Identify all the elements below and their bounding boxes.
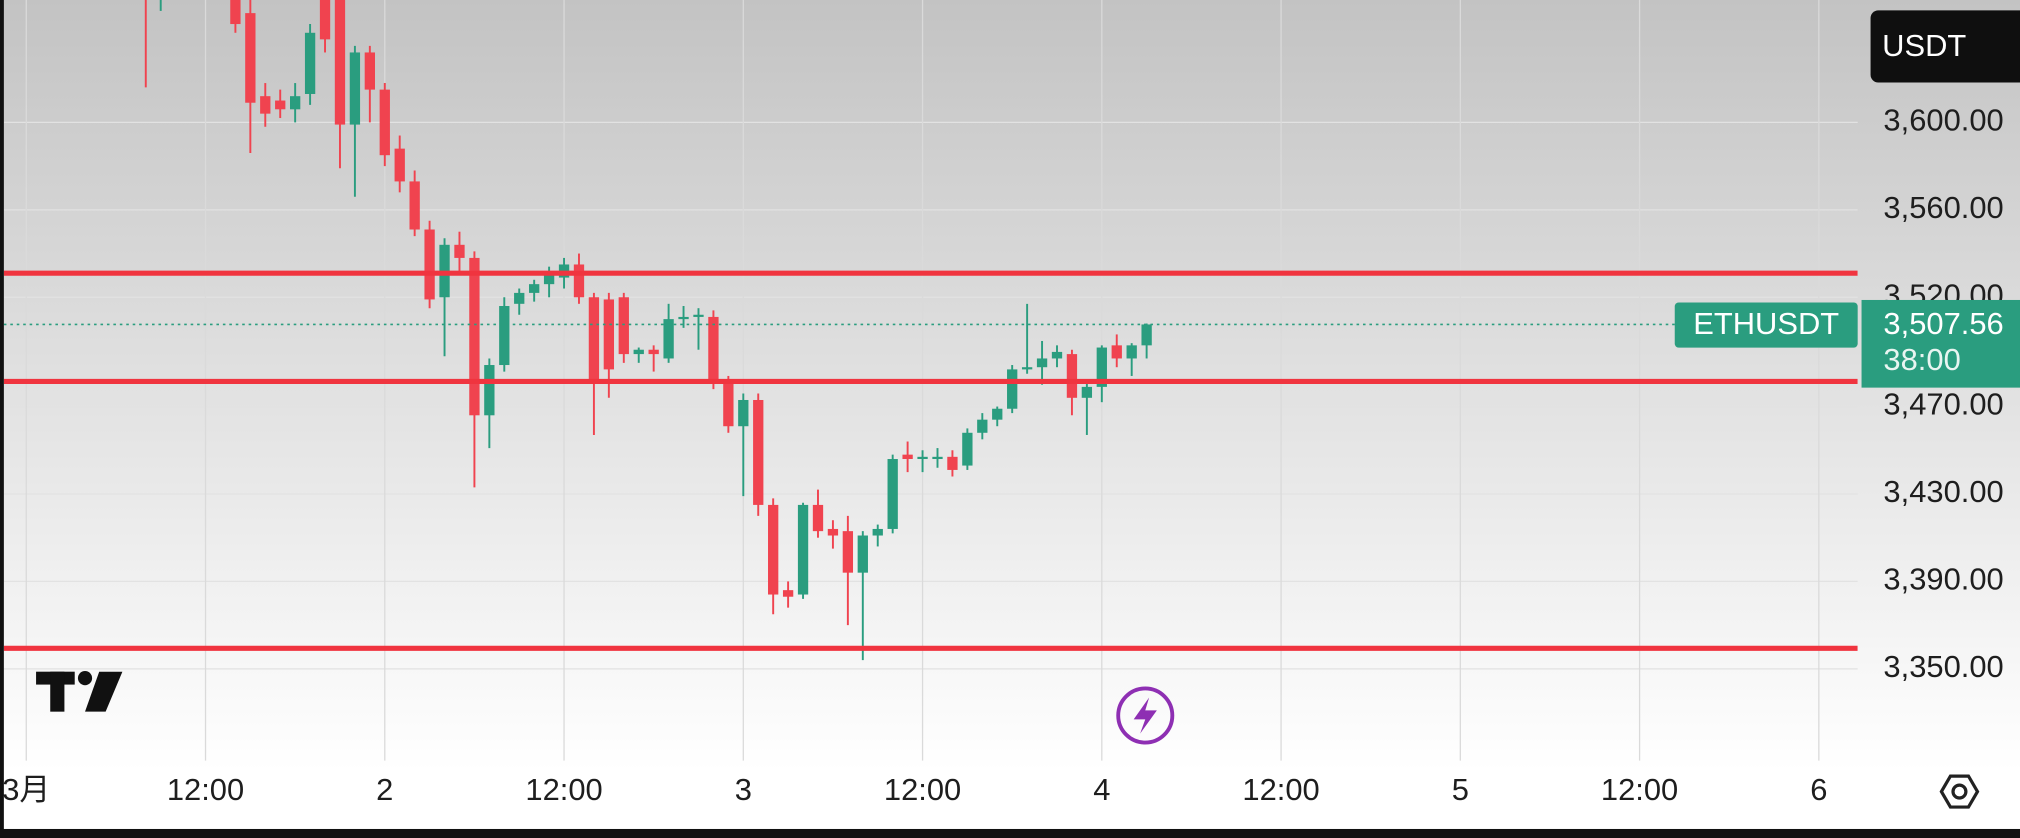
candle-body	[738, 399, 749, 427]
left-border	[0, 0, 4, 838]
candle-body	[1051, 351, 1063, 359]
y-tick-label: 3,560.00	[1883, 190, 2003, 225]
tradingview-logo	[36, 671, 123, 712]
candle-body	[678, 316, 689, 320]
symbol-badge	[1674, 302, 1858, 348]
candle-body	[275, 100, 286, 110]
candle-body	[618, 297, 629, 355]
candle-body	[932, 456, 943, 460]
candle-body	[469, 257, 480, 416]
candle-body	[529, 284, 540, 293]
candle-body	[1021, 367, 1033, 370]
candle-body	[499, 306, 510, 366]
candle-body	[379, 89, 390, 156]
candle-body	[603, 299, 615, 370]
candle-body	[753, 399, 764, 505]
candle-body	[543, 271, 555, 285]
y-tick-label: 3,600.00	[1883, 103, 2003, 138]
candle-body	[693, 314, 704, 317]
candle-body	[708, 316, 719, 381]
candle-body	[588, 297, 600, 381]
candle-body	[260, 96, 271, 114]
candle-body	[394, 148, 405, 182]
candle-body	[1126, 345, 1137, 359]
candle-body	[424, 229, 435, 300]
candle-body	[245, 13, 256, 103]
candle-body	[992, 408, 1003, 420]
candle-body	[782, 590, 794, 597]
lightning-button[interactable]	[1116, 686, 1175, 745]
candle-body	[1036, 358, 1048, 368]
y-tick-label: 3,390.00	[1883, 562, 2003, 597]
candle-body	[663, 319, 674, 359]
candle-body	[633, 349, 644, 355]
candle-body	[812, 504, 824, 532]
candle-body	[917, 456, 928, 460]
currency-label: USDT	[1882, 28, 1966, 63]
candle-body	[349, 52, 361, 125]
y-tick-label: 3,350.00	[1883, 649, 2003, 684]
x-tick-label: 3	[735, 772, 752, 807]
candle-body	[872, 528, 883, 536]
x-tick-label: 12:00	[884, 772, 961, 807]
candle-body	[648, 349, 659, 355]
candle-body	[827, 528, 839, 536]
candle-body	[409, 181, 420, 230]
candle-body	[304, 32, 316, 94]
candle-body	[947, 456, 958, 470]
x-tick-label: 3月	[2, 772, 50, 807]
candle-body	[797, 504, 809, 595]
bottom-bar	[0, 828, 2020, 838]
x-tick-label: 5	[1452, 772, 1469, 807]
candle-body	[962, 432, 973, 466]
last-price-label: 3,507.56	[1883, 306, 2003, 341]
candle-body	[1066, 354, 1078, 398]
candle-body	[1096, 347, 1107, 387]
x-tick-label: 12:00	[525, 772, 602, 807]
candle-body	[857, 535, 868, 573]
candle-body	[334, 0, 346, 125]
countdown-label: 38:00	[1883, 342, 1960, 377]
x-tick-label: 6	[1810, 772, 1827, 807]
candle-body	[230, 0, 241, 25]
candle-body	[290, 96, 301, 110]
candle-body	[902, 454, 913, 460]
x-tick-label: 12:00	[1601, 772, 1678, 807]
x-tick-label: 2	[376, 772, 393, 807]
axes: 3,350.003,390.003,430.003,470.003,520.00…	[2, 103, 2020, 807]
candle-body	[723, 382, 734, 427]
candle-body	[1141, 324, 1152, 346]
candle-body	[573, 264, 585, 298]
x-tick-label: 12:00	[167, 772, 244, 807]
candle-body	[842, 531, 854, 573]
currency-box[interactable]: USDT	[1870, 10, 2020, 83]
price-badge	[1861, 299, 2020, 388]
plot-area	[3, 0, 1858, 661]
candle-body	[514, 292, 525, 304]
x-tick-label: 4	[1093, 772, 1110, 807]
y-tick-label: 3,470.00	[1883, 387, 2003, 422]
candle-body	[319, 0, 331, 40]
candle-body	[484, 365, 495, 416]
y-tick-label: 3,430.00	[1883, 474, 2003, 509]
candle-body	[768, 504, 779, 595]
symbol-label: ETHUSDT	[1693, 306, 1839, 341]
candle-body	[454, 244, 465, 258]
candle-body	[1007, 369, 1018, 409]
candle-body	[1081, 386, 1093, 398]
x-tick-label: 12:00	[1242, 772, 1319, 807]
candle-body	[1111, 345, 1122, 359]
settings-button[interactable]	[1939, 774, 1980, 809]
candle-body	[364, 52, 376, 90]
candle-body	[887, 459, 898, 529]
candle-body	[977, 419, 988, 433]
